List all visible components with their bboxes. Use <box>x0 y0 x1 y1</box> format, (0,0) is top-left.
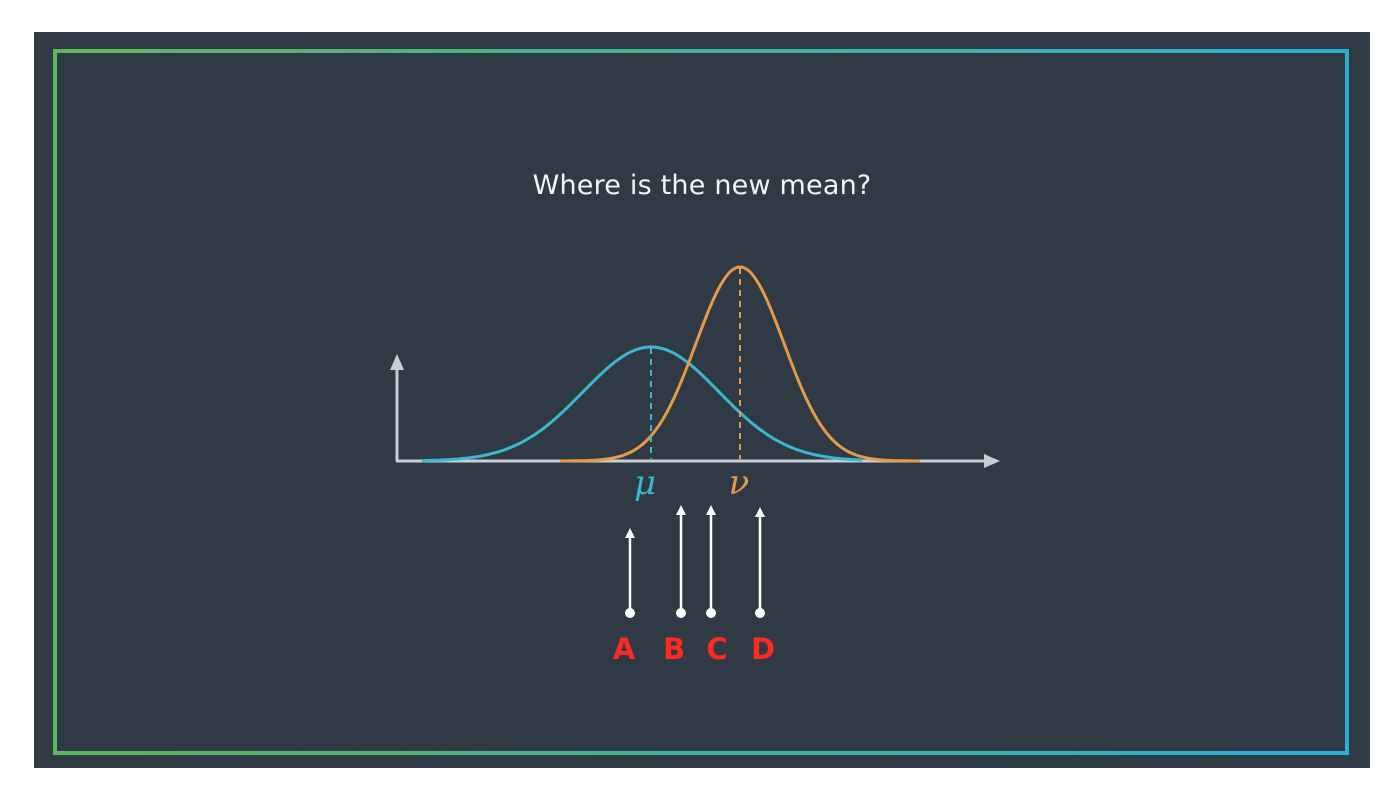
mu-label: μ <box>634 463 656 503</box>
nu-gaussian-curve <box>559 265 921 463</box>
option-a-arrow[interactable] <box>625 528 635 618</box>
option-c-arrow[interactable] <box>706 505 716 618</box>
option-d-label[interactable]: D <box>751 632 775 666</box>
option-d-arrow[interactable] <box>755 507 765 618</box>
nu-label: ν <box>729 463 750 503</box>
slide: Where is the new mean? μ ν <box>34 32 1370 768</box>
mu-gaussian-curve <box>422 345 863 463</box>
option-c-label[interactable]: C <box>706 632 727 666</box>
axes <box>390 354 1000 468</box>
question-title: Where is the new mean? <box>532 170 872 201</box>
option-b-label[interactable]: B <box>663 632 685 666</box>
y-axis-arrowhead <box>390 354 404 370</box>
option-a-label[interactable]: A <box>613 632 636 666</box>
slide-border <box>53 49 1349 755</box>
distribution-diagram: μ ν A B C D <box>390 265 1000 666</box>
option-b-arrow[interactable] <box>676 505 686 618</box>
x-axis-arrowhead <box>984 454 1000 468</box>
